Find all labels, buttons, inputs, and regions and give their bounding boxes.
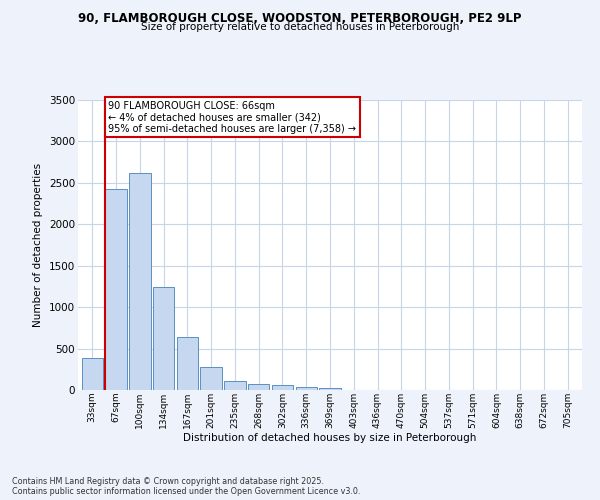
Bar <box>153 288 174 390</box>
Bar <box>224 381 245 390</box>
Bar <box>296 386 317 390</box>
Bar <box>106 190 127 390</box>
Text: Contains HM Land Registry data © Crown copyright and database right 2025.: Contains HM Land Registry data © Crown c… <box>12 478 324 486</box>
Y-axis label: Number of detached properties: Number of detached properties <box>34 163 43 327</box>
Bar <box>82 358 103 390</box>
Bar <box>176 337 198 390</box>
Bar <box>200 367 222 390</box>
Bar <box>272 386 293 390</box>
Text: Size of property relative to detached houses in Peterborough: Size of property relative to detached ho… <box>141 22 459 32</box>
Bar <box>248 384 269 390</box>
X-axis label: Distribution of detached houses by size in Peterborough: Distribution of detached houses by size … <box>184 434 476 444</box>
Text: 90, FLAMBOROUGH CLOSE, WOODSTON, PETERBOROUGH, PE2 9LP: 90, FLAMBOROUGH CLOSE, WOODSTON, PETERBO… <box>78 12 522 26</box>
Bar <box>129 173 151 390</box>
Bar <box>319 388 341 390</box>
Text: 90 FLAMBOROUGH CLOSE: 66sqm
← 4% of detached houses are smaller (342)
95% of sem: 90 FLAMBOROUGH CLOSE: 66sqm ← 4% of deta… <box>108 101 356 134</box>
Text: Contains public sector information licensed under the Open Government Licence v3: Contains public sector information licen… <box>12 488 361 496</box>
